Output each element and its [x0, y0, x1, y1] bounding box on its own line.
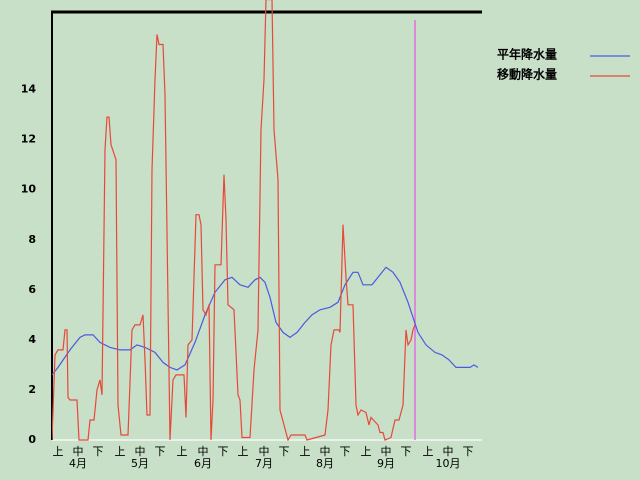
- x-tick-label: 下: [93, 445, 104, 458]
- x-tick-label: 下: [279, 445, 290, 458]
- month-label: 7月: [255, 457, 273, 470]
- x-tick-label: 中: [135, 445, 146, 458]
- x-tick-label: 下: [401, 445, 412, 458]
- x-tick-label: 上: [53, 445, 64, 458]
- legend-label: 平年降水量: [497, 47, 557, 62]
- x-tick-label: 中: [73, 445, 84, 458]
- y-tick-label: 6: [28, 283, 36, 296]
- x-tick-label: 中: [320, 445, 331, 458]
- legend-label: 移動降水量: [497, 67, 557, 82]
- x-tick-label: 上: [177, 445, 188, 458]
- month-label: 5月: [131, 457, 149, 470]
- y-tick-label: 14: [21, 83, 37, 96]
- plot-area: [52, 0, 479, 441]
- month-label: 8月: [316, 457, 334, 470]
- x-tick-label: 下: [463, 445, 474, 458]
- y-tick-label: 10: [21, 183, 37, 196]
- y-tick-label: 12: [21, 133, 36, 146]
- month-label: 9月: [377, 457, 395, 470]
- month-label: 4月: [69, 457, 87, 470]
- x-tick-label: 下: [218, 445, 229, 458]
- y-tick-label: 0: [28, 433, 36, 446]
- x-tick-label: 上: [361, 445, 372, 458]
- x-tick-label: 中: [198, 445, 209, 458]
- y-tick-label: 4: [28, 333, 36, 346]
- y-tick-label: 2: [28, 383, 36, 396]
- month-label: 10月: [436, 457, 461, 470]
- y-tick-label: 8: [28, 233, 36, 246]
- x-tick-label: 下: [155, 445, 166, 458]
- x-tick-label: 上: [115, 445, 126, 458]
- x-tick-label: 下: [340, 445, 351, 458]
- x-tick-label: 中: [381, 445, 392, 458]
- x-tick-label: 上: [238, 445, 249, 458]
- series-line: [52, 266, 479, 376]
- x-tick-label: 上: [300, 445, 311, 458]
- month-label: 6月: [194, 457, 212, 470]
- x-tick-label: 上: [423, 445, 434, 458]
- x-tick-label: 中: [443, 445, 454, 458]
- series-line: [52, 0, 416, 441]
- x-tick-label: 中: [259, 445, 270, 458]
